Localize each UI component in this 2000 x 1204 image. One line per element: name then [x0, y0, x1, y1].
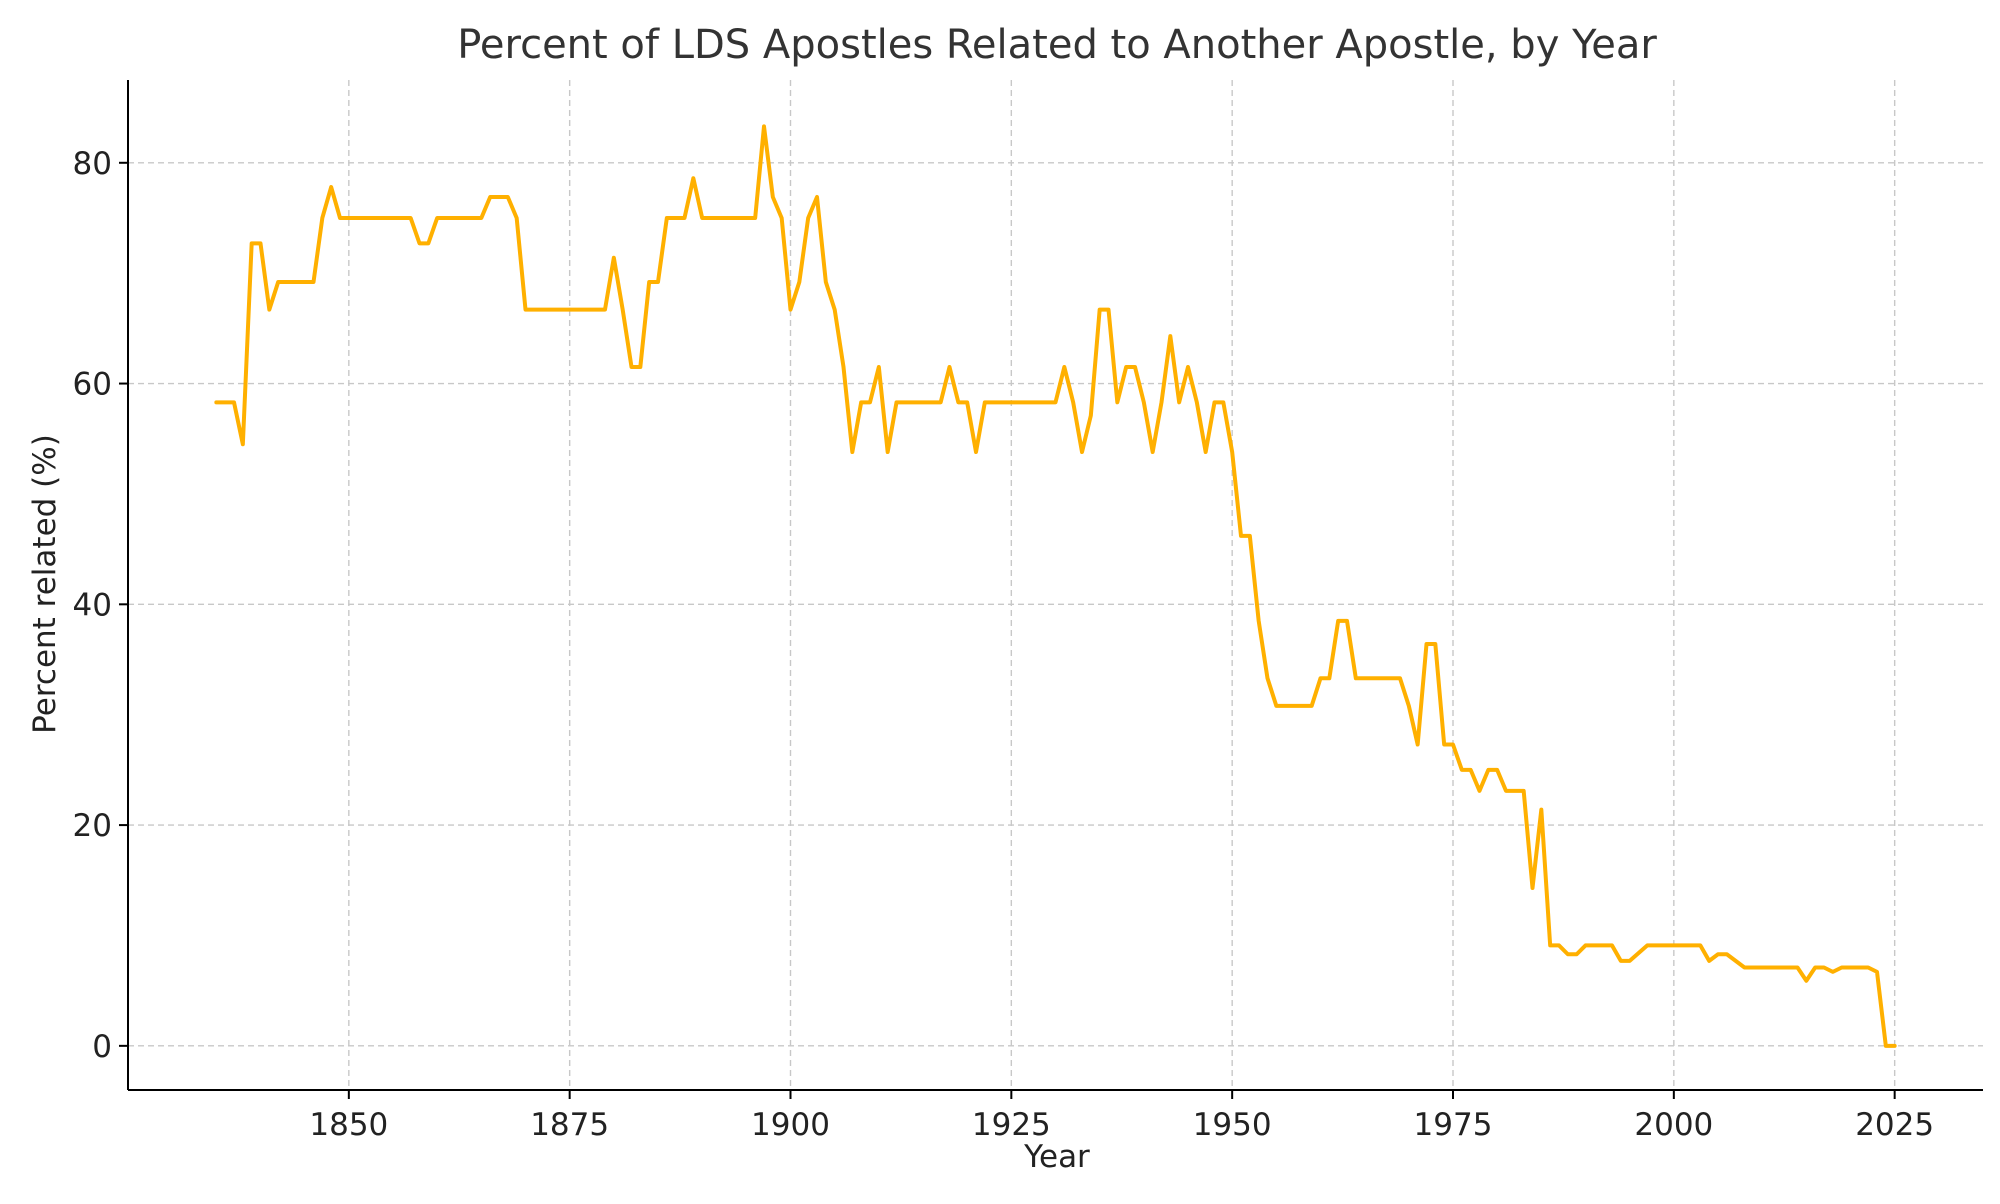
- y-tick-label: 20: [73, 808, 112, 844]
- y-tick-label: 40: [73, 587, 112, 623]
- series-layer: [214, 124, 1897, 1048]
- ticks: 1850 1875 1900 1925 1950 1975 2000 2025 0 20 40 60 8…: [73, 146, 1935, 1143]
- x-tick-label: 1850: [309, 1107, 388, 1143]
- chart-title: Percent of LDS Apostles Related to Anoth…: [457, 22, 1657, 68]
- grid: [128, 80, 1983, 1090]
- x-tick-label: 1875: [530, 1107, 609, 1143]
- axes: [127, 80, 1983, 1091]
- x-tick-label: 2000: [1634, 1107, 1713, 1143]
- x-tick-label: 1900: [751, 1107, 830, 1143]
- x-tick-label: 1925: [972, 1107, 1051, 1143]
- x-axis-label: Year: [1023, 1139, 1090, 1175]
- y-tick-label: 0: [92, 1029, 112, 1065]
- y-tick-label: 80: [73, 146, 112, 182]
- series-line: [214, 124, 1897, 1048]
- x-tick-label: 1975: [1414, 1107, 1493, 1143]
- x-tick-label: 2025: [1855, 1107, 1934, 1143]
- y-tick-label: 60: [73, 367, 112, 403]
- x-tick-label: 1950: [1193, 1107, 1272, 1143]
- y-axis-label: Percent related (%): [27, 434, 63, 734]
